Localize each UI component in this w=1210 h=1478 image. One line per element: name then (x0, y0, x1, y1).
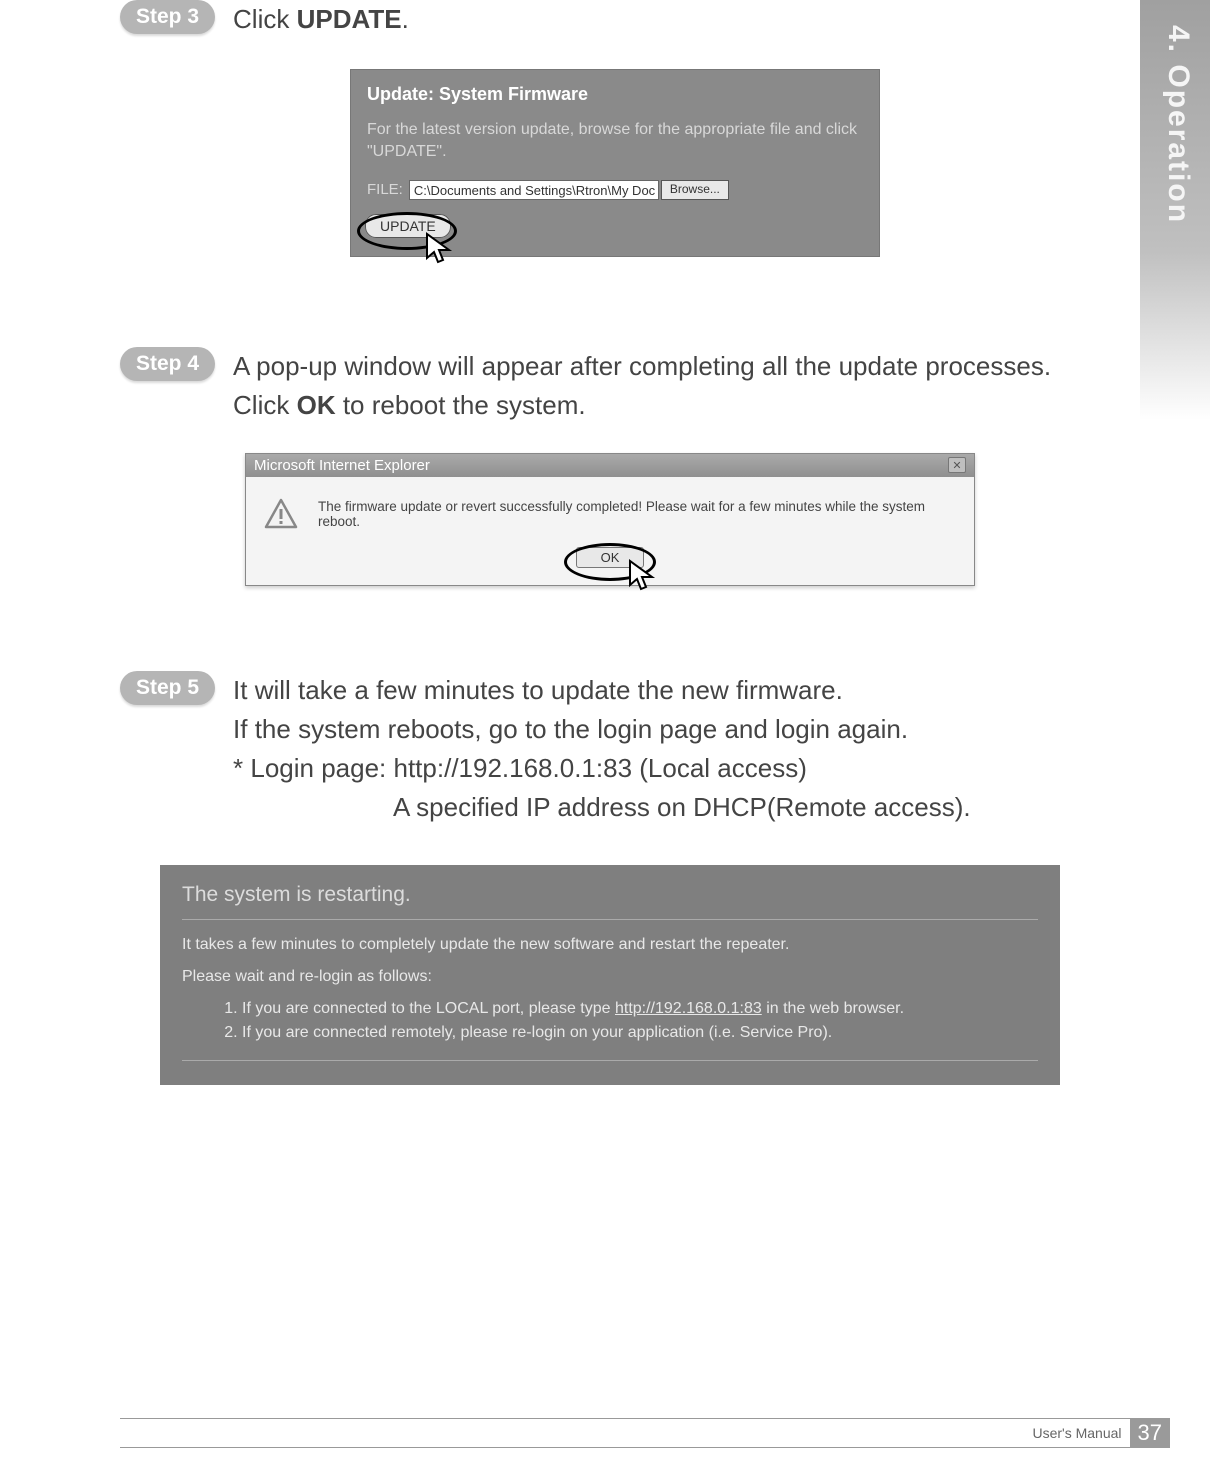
update-button-wrap: UPDATE (365, 218, 451, 236)
restart-item1-pre: If you are connected to the LOCAL port, … (242, 1000, 615, 1017)
step-3-text: Click UPDATE. (233, 0, 1080, 39)
step-4-row: Step 4 A pop-up window will appear after… (120, 347, 1080, 425)
step-4-l1: A pop-up window will appear after comple… (233, 351, 1051, 381)
update-panel-title: Update: System Firmware (351, 70, 879, 109)
step-4-badge: Step 4 (120, 347, 215, 381)
restart-item-2: If you are connected remotely, please re… (242, 1024, 1038, 1042)
step-3-post: . (402, 4, 409, 34)
file-row: FILE: C:\Documents and Settings\Rtron\My… (351, 180, 879, 218)
step-5-row: Step 5 It will take a few minutes to upd… (120, 671, 1080, 827)
step-4-l2bold: OK (297, 390, 336, 420)
chapter-tab: 4. Operation (1140, 0, 1210, 420)
restart-title: The system is restarting. (182, 883, 1038, 920)
step-3-badge: Step 3 (120, 0, 215, 34)
ie-dialog-titlebar: Microsoft Internet Explorer ✕ (246, 454, 974, 477)
ie-dialog: Microsoft Internet Explorer ✕ The firmwa… (245, 453, 975, 586)
restart-divider (182, 1060, 1038, 1061)
update-panel-desc: For the latest version update, browse fo… (351, 109, 879, 180)
step-5-l1: It will take a few minutes to update the… (233, 675, 843, 705)
update-firmware-panel: Update: System Firmware For the latest v… (350, 69, 880, 257)
step-3-pre: Click (233, 4, 297, 34)
restart-item-1: If you are connected to the LOCAL port, … (242, 1000, 1038, 1018)
step-5-l2: If the system reboots, go to the login p… (233, 714, 908, 744)
ie-dialog-body: The firmware update or revert successful… (246, 477, 974, 541)
restart-list: If you are connected to the LOCAL port, … (242, 1000, 1038, 1042)
ie-dialog-buttons: OK (246, 541, 974, 585)
step-4-text: A pop-up window will appear after comple… (233, 347, 1080, 425)
step-3-bold: UPDATE (297, 4, 402, 34)
ie-dialog-title: Microsoft Internet Explorer (254, 457, 430, 474)
warning-icon (264, 497, 298, 531)
ie-dialog-message: The firmware update or revert successful… (318, 499, 956, 529)
restart-line2: Please wait and re-login as follows: (182, 968, 1038, 986)
cursor-icon (628, 559, 658, 593)
restart-item1-link: http://192.168.0.1:83 (615, 1000, 762, 1017)
chapter-tab-label: 4. Operation (1161, 25, 1195, 224)
step-4-l2pre: Click (233, 390, 297, 420)
step-5-text: It will take a few minutes to update the… (233, 671, 1080, 827)
step-5-l4: A specified IP address on DHCP(Remote ac… (233, 788, 971, 827)
file-label: FILE: (367, 181, 403, 198)
browse-button[interactable]: Browse... (661, 180, 729, 200)
close-icon[interactable]: ✕ (948, 457, 966, 473)
cursor-icon (425, 232, 455, 266)
step-5-l3: * Login page: http://192.168.0.1:83 (Loc… (233, 753, 807, 783)
restart-line1: It takes a few minutes to completely upd… (182, 936, 1038, 954)
file-path-input[interactable]: C:\Documents and Settings\Rtron\My Doc (409, 180, 659, 200)
footer-label: User's Manual (1032, 1425, 1121, 1441)
restart-panel: The system is restarting. It takes a few… (160, 865, 1060, 1085)
page-footer: User's Manual 37 (120, 1418, 1170, 1448)
restart-item1-post: in the web browser. (762, 1000, 904, 1017)
step-3-row: Step 3 Click UPDATE. (120, 0, 1080, 39)
step-4-l2post: to reboot the system. (336, 390, 586, 420)
step-5-badge: Step 5 (120, 671, 215, 705)
footer-page-number: 37 (1130, 1418, 1170, 1448)
